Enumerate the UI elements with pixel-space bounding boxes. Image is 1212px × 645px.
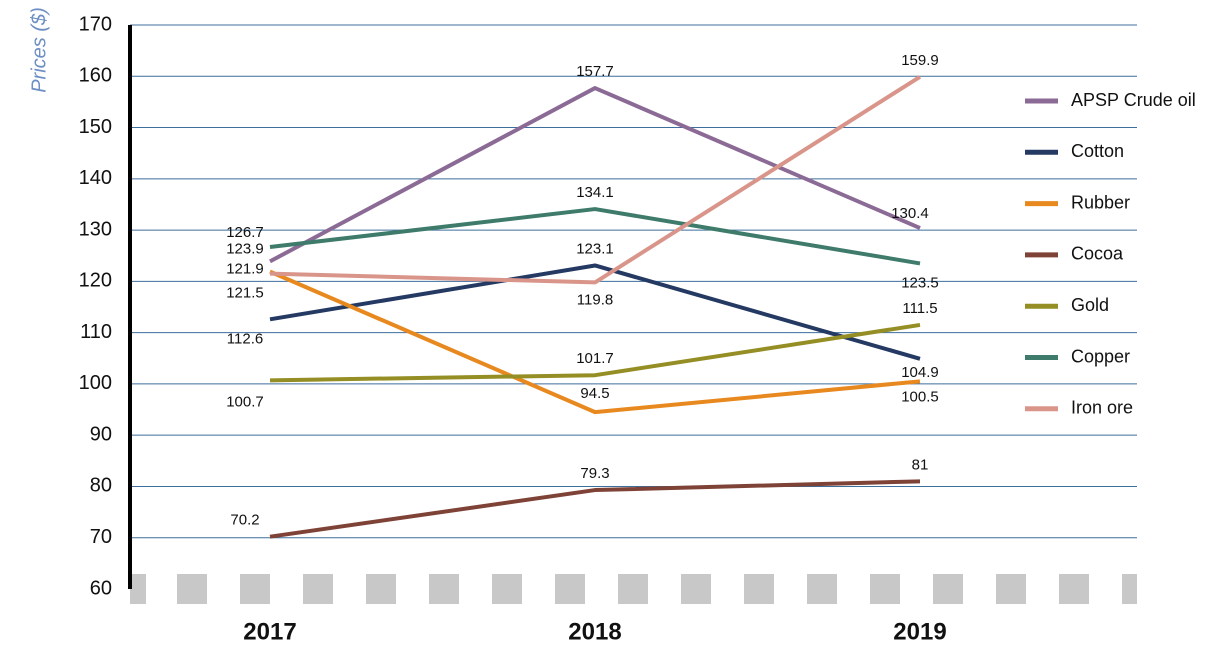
legend-label: Gold bbox=[1071, 295, 1109, 315]
y-tick-label: 70 bbox=[90, 526, 112, 548]
series-line bbox=[269, 207, 921, 266]
x-tick-label: 2019 bbox=[893, 618, 946, 645]
series-line bbox=[269, 86, 921, 264]
data-label: 100.7 bbox=[226, 393, 264, 410]
y-tick-label: 130 bbox=[79, 218, 112, 240]
data-label: 121.9 bbox=[226, 261, 264, 278]
y-tick-label: 90 bbox=[90, 423, 112, 445]
y-tick-label: 80 bbox=[90, 475, 112, 497]
x-tick-label: 2017 bbox=[243, 618, 296, 645]
data-label: 111.5 bbox=[902, 300, 937, 317]
data-label: 81 bbox=[912, 456, 929, 473]
x-tick-label: 2018 bbox=[568, 618, 621, 645]
data-label: 70.2 bbox=[230, 512, 259, 529]
y-tick-label: 110 bbox=[80, 321, 112, 343]
data-label: 79.3 bbox=[580, 465, 609, 482]
legend-label: Cotton bbox=[1071, 141, 1124, 161]
data-label: 134.1 bbox=[576, 184, 614, 201]
legend-label: Rubber bbox=[1071, 192, 1130, 212]
series-line bbox=[269, 479, 921, 539]
y-tick-label: 140 bbox=[79, 167, 112, 189]
y-axis-label: Prices ($) bbox=[28, 7, 50, 93]
axis-break bbox=[130, 574, 1137, 604]
series-line bbox=[269, 269, 921, 415]
y-tick-label: 150 bbox=[79, 116, 112, 138]
series-line bbox=[269, 322, 921, 383]
data-label: 121.5 bbox=[226, 285, 264, 302]
y-tick-label: 120 bbox=[79, 270, 112, 292]
data-label: 159.9 bbox=[901, 52, 939, 69]
data-label: 157.7 bbox=[576, 63, 614, 80]
data-label: 130.4 bbox=[891, 205, 929, 222]
data-label: 112.6 bbox=[227, 330, 263, 347]
legend-label: APSP Crude oil bbox=[1071, 90, 1196, 110]
data-label: 119.8 bbox=[577, 291, 613, 308]
data-label: 126.7 bbox=[226, 224, 264, 241]
y-tick-label: 60 bbox=[90, 577, 112, 599]
data-label: 101.7 bbox=[576, 350, 614, 367]
series-line bbox=[269, 263, 921, 361]
data-label: 100.5 bbox=[901, 388, 939, 405]
data-label: 123.1 bbox=[576, 240, 614, 257]
legend-label: Cocoa bbox=[1071, 244, 1124, 264]
y-tick-label: 100 bbox=[79, 372, 112, 394]
y-tick-label: 160 bbox=[79, 65, 112, 87]
data-label: 123.5 bbox=[901, 274, 939, 291]
series-line bbox=[269, 75, 922, 285]
data-label: 94.5 bbox=[580, 385, 609, 402]
legend-label: Iron ore bbox=[1071, 398, 1133, 418]
y-tick-label: 170 bbox=[79, 13, 112, 35]
data-label: 104.9 bbox=[901, 364, 939, 381]
legend-label: Copper bbox=[1071, 346, 1130, 366]
data-label: 123.9 bbox=[226, 240, 264, 257]
